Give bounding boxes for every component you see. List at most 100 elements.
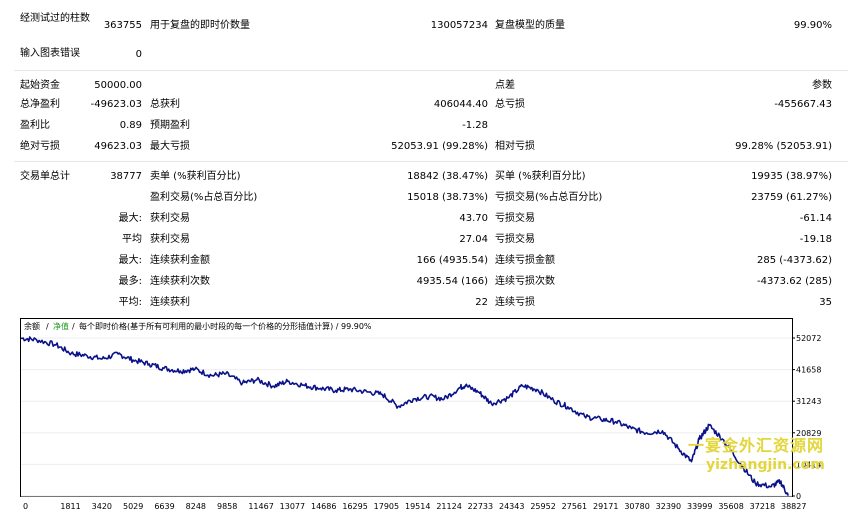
most-consec-profit-label: 连续获利次数	[150, 276, 210, 287]
watermark-url: yizhangjin.com	[706, 457, 825, 473]
balance-line	[20, 336, 789, 496]
spread-label: 点差	[495, 80, 515, 91]
ticks-value: 130057234	[430, 20, 488, 31]
profit-factor-label: 盈利比	[20, 120, 50, 131]
profit-trades-label: 盈利交易(%占总百分比)	[150, 192, 258, 203]
x-tick-label: 29171	[593, 502, 618, 511]
largest-profit-label: 获利交易	[150, 213, 190, 224]
divider	[14, 70, 848, 71]
x-tick-label: 5029	[123, 502, 143, 511]
y-tick-label: 31243	[796, 397, 821, 406]
loss-trades-value: 23759 (61.27%)	[751, 192, 832, 203]
x-tick-label: 33999	[687, 502, 712, 511]
errors-value: 0	[135, 49, 142, 60]
gross-loss-value: -455667.43	[774, 99, 832, 110]
most-consec-profit-value: 4935.54 (166)	[416, 276, 488, 287]
net-profit-value: -49623.03	[90, 99, 142, 110]
abs-drawdown-value: 49623.03	[94, 141, 142, 152]
short-trades-label: 卖单 (%获利百分比)	[150, 171, 241, 182]
total-trades-value: 38777	[110, 171, 142, 182]
most-consec-label: 最多:	[118, 276, 142, 287]
x-tick-label: 32390	[656, 502, 681, 511]
x-tick-label: 17905	[374, 502, 399, 511]
x-tick-label: 16295	[342, 502, 367, 511]
y-tick-label: 20829	[796, 429, 821, 438]
long-trades-value: 19935 (38.97%)	[751, 171, 832, 182]
rel-drawdown-value: 99.28% (52053.91)	[735, 141, 832, 152]
x-tick-label: 30780	[624, 502, 649, 511]
x-tick-label: 11467	[248, 502, 273, 511]
max-consec-losses-label: 连续亏损金额	[495, 255, 555, 266]
avg-consec-losses-label: 连续亏损	[495, 297, 535, 308]
avg-consec-wins-label: 连续获利	[150, 297, 190, 308]
x-tick-label: 22733	[468, 502, 493, 511]
average-profit-label: 获利交易	[150, 234, 190, 245]
x-tick-label: 0	[23, 502, 28, 511]
max-consec-label: 最大:	[118, 255, 142, 266]
quality-value: 99.90%	[793, 20, 832, 31]
initial-deposit-value: 50000.00	[94, 80, 142, 91]
largest-profit-value: 43.70	[459, 213, 488, 224]
most-consec-loss-value: -4373.62 (285)	[756, 276, 832, 287]
divider	[14, 161, 848, 162]
x-tick-label: 8248	[186, 502, 206, 511]
errors-label: 输入图表错误	[20, 48, 80, 59]
expected-payoff-label: 预期盈利	[150, 120, 190, 131]
chart-frame	[20, 318, 793, 497]
max-drawdown-value: 52053.91 (99.28%)	[391, 141, 488, 152]
x-tick-label: 25952	[530, 502, 555, 511]
max-drawdown-label: 最大亏损	[150, 141, 190, 152]
average-profit-value: 27.04	[459, 234, 488, 245]
expected-payoff-value: -1.28	[462, 120, 488, 131]
x-tick-label: 1811	[60, 502, 80, 511]
x-tick-label: 35608	[718, 502, 743, 511]
largest-label: 最大:	[118, 213, 142, 224]
average-loss-value: -19.18	[799, 234, 832, 245]
total-trades-label: 交易单总计	[20, 171, 70, 182]
x-tick-label: 21124	[436, 502, 461, 511]
chart-mode-text: 每个即时价格(基于所有可利用的最小时段的每一个价格的分形插值计算) / 99.9…	[79, 321, 372, 331]
x-tick-label: 6639	[154, 502, 174, 511]
x-tick-label: 37218	[750, 502, 775, 511]
y-tick-label: 52072	[796, 334, 821, 343]
equity-legend: 净值	[53, 321, 69, 331]
tested-bars-value: 363755	[103, 20, 142, 31]
equity-chart: 52072 41658 31243 20829 10414 0 0 1811 3420 5029…	[20, 318, 852, 514]
x-tick-label: 14686	[311, 502, 336, 511]
most-consec-loss-label: 连续亏损次数	[495, 276, 555, 287]
avg-consec-wins-value: 22	[475, 297, 488, 308]
x-tick-label: 24343	[499, 502, 524, 511]
spread-value: 参数	[812, 80, 832, 91]
x-tick-label: 13077	[280, 502, 305, 511]
x-tick-label: 38827	[781, 502, 806, 511]
y-tick-label: 10414	[796, 460, 821, 469]
avg-consec-label: 平均:	[118, 297, 142, 308]
legend-separator: /	[72, 322, 75, 331]
long-trades-label: 买单 (%获利百分比)	[495, 171, 586, 182]
net-profit-label: 总净盈利	[20, 99, 60, 110]
legend-separator: /	[46, 322, 49, 331]
profit-factor-value: 0.89	[119, 120, 142, 131]
x-tick-label: 27561	[562, 502, 587, 511]
y-tick-label: 41658	[796, 366, 821, 375]
chart-header: 余额 / 净值 / 每个即时价格(基于所有可利用的最小时段的每一个价格的分形插值…	[24, 321, 372, 331]
short-trades-value: 18842 (38.47%)	[407, 171, 488, 182]
abs-drawdown-label: 绝对亏损	[20, 141, 60, 152]
avg-consec-losses-value: 35	[819, 297, 832, 308]
average-label: 平均	[122, 234, 142, 245]
loss-trades-label: 亏损交易(%占总百分比)	[495, 192, 603, 203]
watermark-title: 一宴金外汇资源网	[688, 436, 825, 455]
initial-deposit-label: 起始资金	[20, 80, 60, 91]
x-tick-label: 9858	[217, 502, 237, 511]
x-tick-label: 19514	[405, 502, 430, 511]
gross-profit-label: 总获利	[150, 99, 180, 110]
gross-profit-value: 406044.40	[433, 99, 488, 110]
quality-label: 复盘模型的质量	[495, 20, 565, 31]
y-tick-label: 0	[796, 492, 801, 501]
ticks-label: 用于复盘的即时价数量	[150, 20, 250, 31]
max-consec-wins-label: 连续获利金额	[150, 255, 210, 266]
average-loss-label: 亏损交易	[495, 234, 535, 245]
rel-drawdown-label: 相对亏损	[495, 141, 535, 152]
tested-bars-label: 经测试过的柱数	[20, 13, 90, 24]
max-consec-losses-value: 285 (-4373.62)	[756, 255, 832, 266]
